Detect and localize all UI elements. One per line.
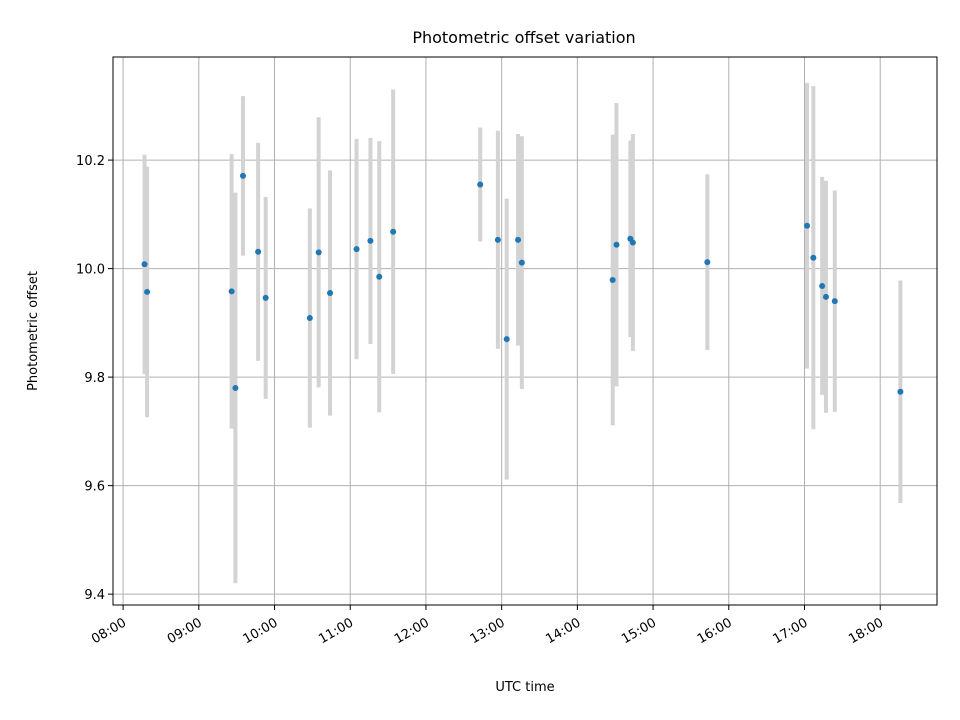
grid xyxy=(113,57,937,605)
y-tick-label: 9.6 xyxy=(84,480,105,495)
y-axis-label: Photometric offset xyxy=(26,271,41,391)
x-axis-label: UTC time xyxy=(495,680,554,695)
y-tick-label: 10.2 xyxy=(76,154,105,169)
data-point xyxy=(306,314,313,321)
data-points xyxy=(141,172,904,395)
data-point xyxy=(477,181,484,188)
data-point xyxy=(613,241,620,248)
data-point xyxy=(822,293,829,300)
y-tick-label: 9.4 xyxy=(84,588,105,603)
data-point xyxy=(367,237,374,244)
data-point xyxy=(804,222,811,229)
data-point xyxy=(228,288,235,295)
chart-title: Photometric offset variation xyxy=(412,28,635,47)
y-tick-label: 10.0 xyxy=(76,263,105,278)
data-point xyxy=(704,259,711,266)
data-point xyxy=(390,228,397,235)
data-point xyxy=(353,246,360,253)
data-point xyxy=(494,236,501,243)
y-axis: 9.4 9.6 9.8 10.0 10.2 xyxy=(76,154,113,603)
data-point xyxy=(819,282,826,289)
data-point xyxy=(629,239,636,246)
data-point xyxy=(144,288,151,295)
data-point xyxy=(609,276,616,283)
data-point xyxy=(503,336,510,343)
data-point xyxy=(255,248,262,255)
data-point xyxy=(831,298,838,305)
data-point xyxy=(239,172,246,179)
data-point xyxy=(327,290,334,297)
data-point xyxy=(141,261,148,268)
data-point xyxy=(897,388,904,395)
data-point xyxy=(232,384,239,391)
data-point xyxy=(515,236,522,243)
data-point xyxy=(376,273,383,280)
data-point xyxy=(810,254,817,261)
plot-frame xyxy=(112,56,938,606)
data-point xyxy=(262,294,269,301)
y-tick-label: 9.8 xyxy=(84,371,105,386)
data-point xyxy=(518,259,525,266)
data-point xyxy=(315,249,322,256)
